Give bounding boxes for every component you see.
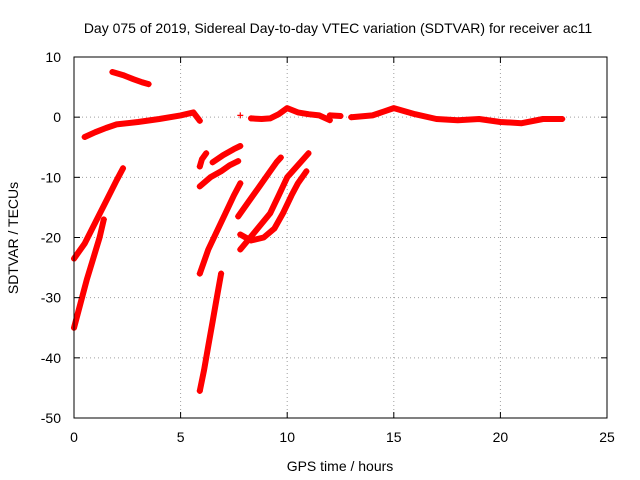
series-arc9: [209, 143, 244, 166]
series-line: [237, 150, 312, 253]
data-point-marker: [203, 150, 210, 157]
x-tick-label: 5: [177, 429, 185, 445]
series-arc7: [196, 158, 242, 190]
data-point-marker: [109, 69, 116, 76]
y-tick-label: 0: [53, 109, 61, 125]
x-tick-label: 10: [279, 429, 295, 445]
series-arc6: [196, 270, 225, 394]
axis-ticks: 0 5 10 15 20 25 10 0 -10 -20 -30 -40 -50: [41, 49, 615, 445]
series-line: [196, 270, 225, 394]
grid: [74, 57, 607, 418]
y-tick-label: -30: [41, 290, 61, 306]
series-line: [71, 165, 126, 262]
data-point-marker: [237, 246, 244, 253]
series-arc10: [235, 154, 284, 220]
series-arc16: [348, 105, 566, 127]
data-point-marker: [559, 115, 566, 122]
plot-frame: [73, 56, 608, 419]
data-point-marker: [237, 180, 244, 187]
data-point-marker: [303, 168, 310, 175]
series-line: [196, 158, 242, 190]
series-line: [209, 143, 244, 166]
data-point-marker: [237, 112, 244, 119]
data-point-marker: [196, 117, 203, 124]
y-axis-label: SDTVAR / TECUs: [5, 182, 21, 294]
data-point-marker: [326, 112, 333, 119]
series-arc14: [247, 105, 333, 124]
data-point-marker: [348, 114, 355, 121]
series-line: [348, 105, 566, 127]
data-point-marker: [218, 270, 225, 277]
series-line: [196, 180, 244, 277]
data-point-marker: [100, 216, 107, 223]
data-point-marker: [247, 115, 254, 122]
x-tick-label: 15: [386, 429, 402, 445]
series-arc5: [196, 180, 244, 277]
data-point-marker: [209, 159, 216, 166]
series-arc13: [237, 112, 244, 119]
data-point-marker: [81, 134, 88, 141]
data-point-marker: [120, 165, 127, 172]
y-tick-label: -10: [41, 169, 61, 185]
data-point-marker: [337, 112, 344, 119]
data-point-marker: [277, 154, 284, 161]
data-point-marker: [196, 163, 203, 170]
data-series: [71, 69, 566, 394]
data-point-marker: [305, 150, 312, 157]
x-tick-label: 25: [599, 429, 615, 445]
data-point-marker: [145, 81, 152, 88]
y-tick-label: -50: [41, 410, 61, 426]
series-arc8: [196, 150, 210, 170]
series-line: [196, 150, 210, 170]
series-line: [109, 69, 152, 88]
series-arc15: [326, 112, 344, 119]
y-tick-label: -20: [41, 230, 61, 246]
data-point-marker: [196, 387, 203, 394]
data-point-marker: [196, 270, 203, 277]
series-arc12: [237, 168, 310, 244]
data-point-marker: [237, 143, 244, 150]
data-point-marker: [237, 231, 244, 238]
series-line: [81, 109, 203, 140]
data-point-marker: [235, 213, 242, 220]
series-line: [235, 154, 284, 220]
series-line: [71, 216, 107, 331]
x-tick-label: 0: [70, 429, 78, 445]
series-arc4: [81, 109, 203, 141]
series-line: [248, 105, 333, 124]
series-line: [237, 168, 310, 244]
series-arc3: [109, 69, 152, 88]
y-tick-label: -40: [41, 350, 61, 366]
data-point-marker: [196, 183, 203, 190]
y-tick-label: 10: [45, 49, 61, 65]
chart-title: Day 075 of 2019, Sidereal Day-to-day VTE…: [84, 20, 593, 36]
x-axis-label: GPS time / hours: [287, 458, 394, 474]
data-point-marker: [235, 158, 242, 165]
x-tick-label: 20: [493, 429, 509, 445]
series-arc11: [237, 150, 312, 253]
